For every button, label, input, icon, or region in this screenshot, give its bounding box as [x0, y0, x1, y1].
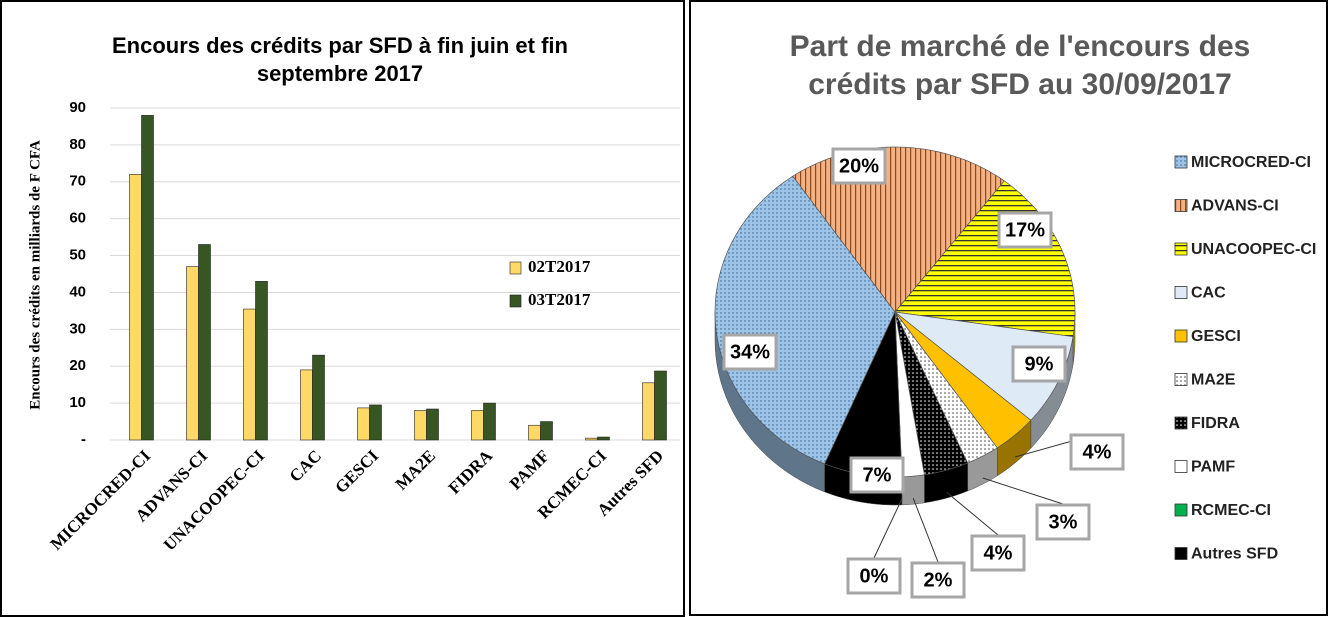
label-box: [846, 557, 902, 595]
slice-label: 4%: [1083, 441, 1112, 463]
bar: [483, 402, 496, 441]
bar: [585, 437, 598, 441]
legend-label: UNACOOPEC-CI: [1191, 241, 1316, 258]
legend-swatch: [1174, 547, 1188, 560]
label-box: [1035, 503, 1091, 541]
slice: [894, 311, 1032, 449]
y-tick-label: 80: [69, 136, 86, 153]
legend-label: CAC: [1191, 285, 1226, 302]
label-box: [831, 147, 887, 185]
bar: [243, 308, 256, 441]
bar: [654, 370, 667, 441]
leader-line: [873, 498, 903, 559]
y-tick-label: 50: [69, 247, 86, 264]
bar: [300, 369, 313, 441]
legend-swatch: [1174, 199, 1188, 212]
left-frame: [0, 0, 685, 617]
y-tick-label: 90: [69, 99, 86, 116]
bar: [414, 410, 427, 441]
leader-line: [946, 491, 999, 536]
slice-label: 34%: [730, 341, 770, 363]
x-tick-label: GESCI: [331, 446, 382, 497]
leader-line: [912, 497, 939, 563]
slice: [714, 175, 896, 465]
x-tick-label: MA2E: [392, 446, 439, 493]
legend-swatch: [509, 261, 522, 275]
bar: [312, 354, 325, 441]
legend-swatch: [1174, 416, 1188, 430]
legend-label: MA2E: [1191, 372, 1236, 389]
slice: [792, 146, 1005, 313]
x-tick-label: FIDRA: [445, 446, 497, 498]
x-tick-label: MICROCRED-CI: [46, 446, 154, 554]
legend-swatch: [1174, 373, 1188, 386]
legend-swatch: [1174, 460, 1188, 473]
slice-label: 0%: [860, 565, 889, 587]
legend-label: Autres SFD: [1191, 546, 1278, 563]
legend-label: RCMEC-CI: [1191, 502, 1271, 519]
legend-label: 02T2017: [528, 257, 591, 276]
x-tick-label: PAMF: [506, 446, 553, 493]
legend-swatch: [1174, 242, 1188, 256]
bar: [528, 424, 541, 441]
bar: [198, 244, 211, 441]
legend-swatch: [1174, 329, 1188, 343]
label-box: [722, 333, 778, 371]
slice-label: 3%: [1049, 511, 1078, 533]
bar: [642, 382, 655, 441]
bar: [597, 436, 610, 441]
y-tick-label: 20: [69, 357, 86, 374]
label-box: [910, 561, 966, 599]
bar: [186, 266, 199, 441]
right-frame: [689, 0, 1328, 616]
leader-line: [982, 477, 1064, 505]
y-axis-label: Encours des crédits en milliards de F CF…: [27, 140, 43, 410]
label-box: [997, 211, 1053, 249]
slice-label: 7%: [863, 464, 892, 486]
bar: [540, 421, 553, 441]
y-tick-label: 70: [69, 173, 86, 190]
legend-label: ADVANS-CI: [1191, 198, 1279, 215]
bar: [357, 407, 370, 441]
label-box: [1069, 433, 1125, 471]
bar: [471, 410, 484, 441]
bar-title: Encours des crédits par SFD à fin juin e…: [112, 33, 568, 86]
y-tick-label: 30: [69, 320, 86, 337]
label-box: [849, 456, 905, 494]
slice: [894, 311, 969, 476]
legend-swatch: [1174, 503, 1188, 517]
slice-label: 17%: [1005, 219, 1045, 241]
y-tick-label: 10: [69, 394, 86, 411]
slice: [894, 311, 925, 478]
bar: [255, 281, 268, 441]
slice: [894, 311, 998, 464]
legend-swatch: [1174, 286, 1188, 299]
slice-label: 20%: [839, 155, 879, 177]
legend-label: MICROCRED-CI: [1191, 154, 1311, 171]
legend-label: FIDRA: [1191, 415, 1240, 432]
label-box: [970, 534, 1026, 572]
legend-swatch: [509, 294, 522, 308]
slice-label: 2%: [924, 569, 953, 591]
legend-label: 03T2017: [528, 290, 591, 309]
slice-side: [901, 474, 925, 506]
slice-label: 4%: [984, 542, 1013, 564]
bar: [426, 408, 439, 441]
legend-label: PAMF: [1191, 459, 1235, 476]
slice-label: 9%: [1025, 353, 1054, 375]
x-tick-label: CAC: [286, 446, 325, 485]
x-tick-label: UNACOOPEC-CI: [160, 446, 269, 555]
y-tick-label: 60: [69, 210, 86, 227]
bar: [129, 174, 142, 441]
label-box: [1011, 345, 1067, 383]
y-tick-label: 40: [69, 283, 86, 300]
bar: [369, 404, 382, 441]
bar: [141, 115, 154, 441]
legend-swatch: [1174, 155, 1188, 169]
legend-label: GESCI: [1191, 328, 1241, 345]
y-tick-label: -: [81, 431, 86, 448]
pie-title: Part de marché de l'encours des crédits …: [789, 30, 1251, 101]
